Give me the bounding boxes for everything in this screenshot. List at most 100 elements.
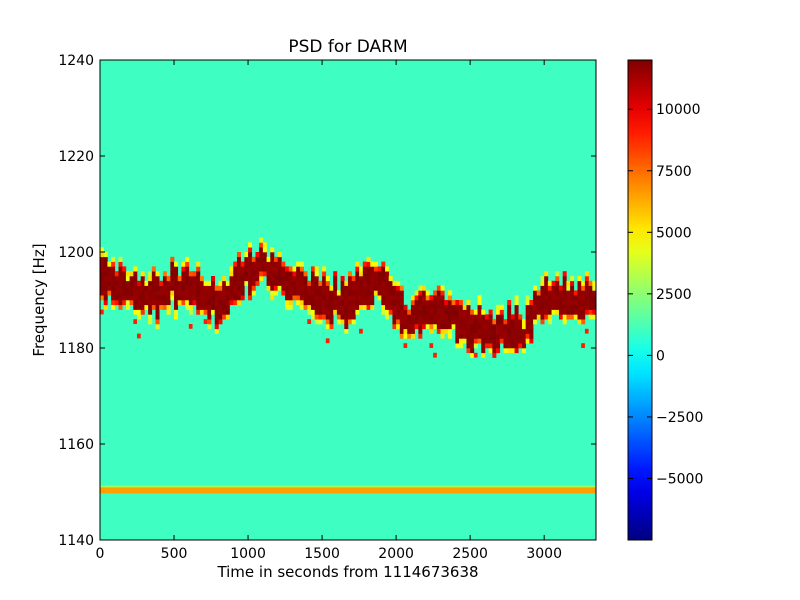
track-cell [447,328,452,334]
track-cell [118,280,123,286]
track-outlier [581,343,585,348]
track-cell [248,256,253,262]
track-cell [359,276,364,282]
track-cell [518,328,523,334]
track-cell [555,300,560,306]
track-cell [177,276,182,282]
track-cell [292,266,297,272]
x-tick-label: 1000 [230,546,266,562]
track-cell [540,309,545,315]
track-cell [499,324,504,330]
track-cell [118,266,123,272]
track-cell [107,261,112,267]
track-cell [473,328,478,334]
track-cell [133,266,138,272]
track-cell [273,266,278,272]
track-cell [188,280,193,286]
track-cell [155,290,160,296]
track-cell [366,271,371,277]
track-cell [129,271,134,277]
track-cell [496,304,501,310]
track-cell [236,256,241,262]
track-cell [222,300,227,306]
track-cell [462,324,467,330]
track-cell [362,290,367,296]
track-cell [544,309,549,315]
track-cell [199,285,204,291]
track-cell [129,280,134,286]
track-cell [125,304,130,310]
track-cell [544,280,549,286]
track-cell [114,276,119,282]
track-cell [381,309,386,315]
track-cell [551,300,556,306]
track-cell [407,319,412,325]
track-cell [177,290,182,296]
track-cell [492,324,497,330]
track-cell [270,247,275,253]
track-cell [329,314,334,320]
track-cell [318,309,323,315]
track-cell [196,266,201,272]
track-cell [255,280,260,286]
track-outlier [100,309,104,315]
track-cell [248,242,253,248]
track-cell [496,333,501,339]
track-cell [336,309,341,315]
track-cell [351,304,356,310]
track-cell [203,304,208,310]
track-cell [259,242,264,248]
track-cell [251,271,256,277]
track-cell [481,314,486,320]
track-cell [129,285,134,291]
track-cell [440,314,445,320]
track-cell [103,252,108,258]
track-cell [248,261,253,267]
track-cell [251,276,256,282]
track-cell [100,266,105,272]
track-cell [385,309,390,315]
track-cell [366,280,371,286]
track-outlier [584,328,589,334]
track-cell [558,314,563,320]
track-cell [370,290,375,296]
track-cell [581,300,586,306]
track-cell [410,314,415,320]
track-cell [392,319,397,325]
track-cell [314,304,319,310]
track-cell [484,319,489,325]
track-cell [170,271,175,277]
track-cell [344,319,349,325]
track-cell [507,309,512,315]
track-cell [229,280,234,286]
track-cell [525,324,530,330]
track-cell [248,285,253,291]
track-cell [507,319,512,325]
track-cell [244,276,249,282]
track-cell [481,343,486,349]
track-cell [118,261,123,267]
track-cell [344,309,349,315]
track-cell [466,348,471,354]
track-cell [399,309,404,315]
track-cell [455,319,460,325]
track-cell [344,300,349,306]
track-cell [185,261,190,267]
track-cell [299,266,304,272]
track-cell [211,295,216,301]
track-cell [392,295,397,301]
track-cell [296,261,301,267]
track-cell [433,309,438,315]
track-cell [529,333,534,339]
track-cell [447,333,452,339]
track-cell [236,300,241,306]
track-cell [262,261,267,267]
track-cell [366,295,371,301]
track-cell [396,309,401,315]
track-cell [340,314,345,320]
track-cell [199,276,204,282]
track-cell [588,295,593,301]
track-cell [447,304,452,310]
track-cell [518,319,523,325]
track-cell [166,276,171,282]
